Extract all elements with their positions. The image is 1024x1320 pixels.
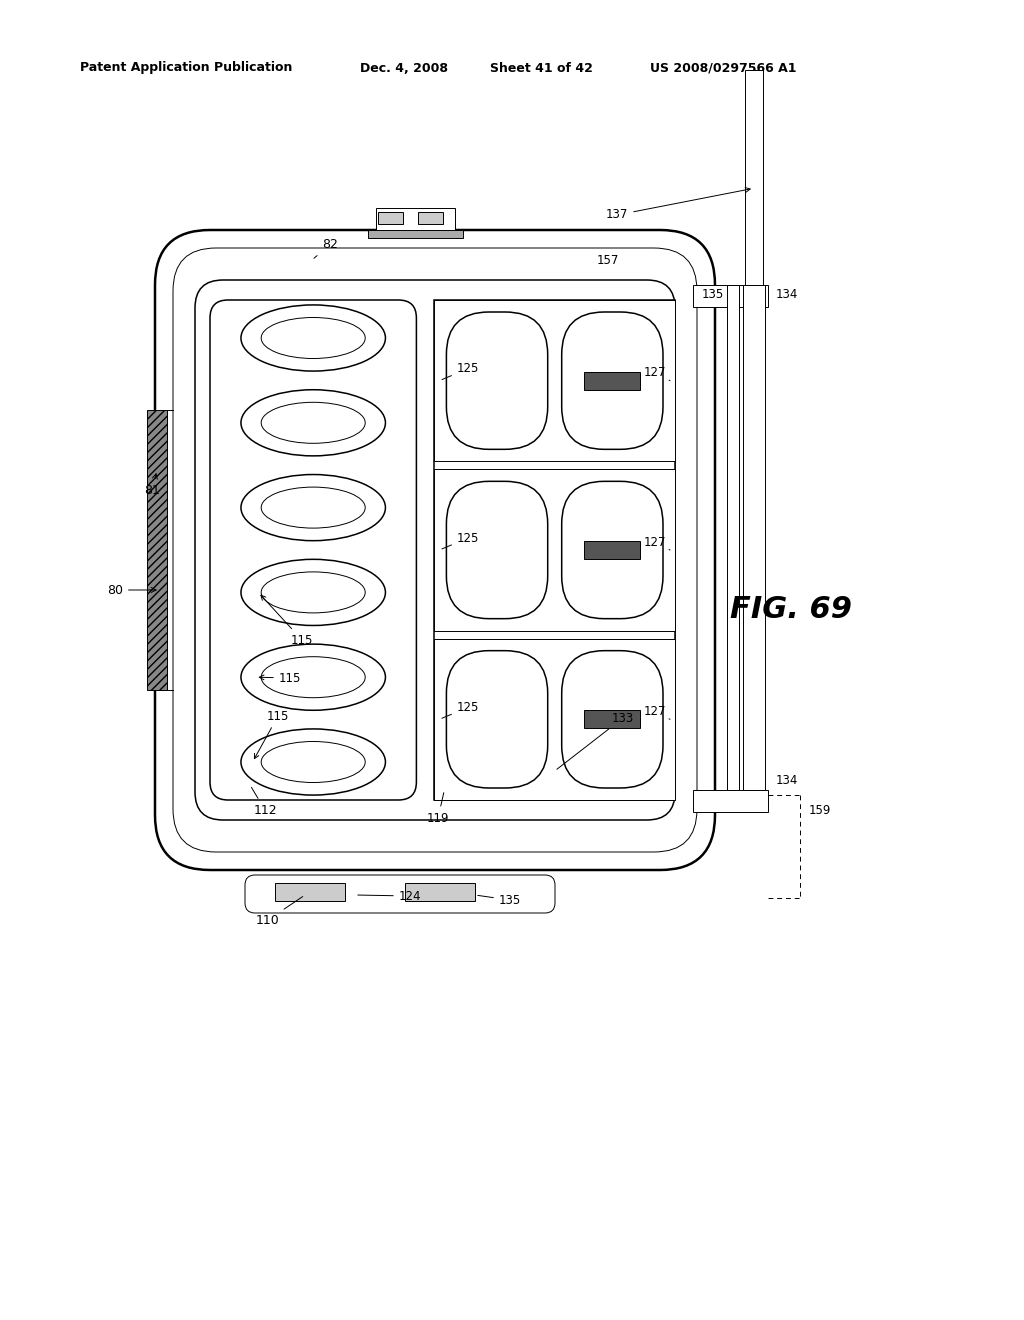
Ellipse shape xyxy=(261,487,366,528)
Bar xyxy=(368,230,463,238)
Ellipse shape xyxy=(241,729,385,795)
FancyBboxPatch shape xyxy=(446,651,548,788)
Bar xyxy=(434,300,675,461)
Bar xyxy=(727,285,739,789)
Bar xyxy=(745,70,763,285)
Text: 134: 134 xyxy=(776,774,798,787)
Bar xyxy=(693,789,768,812)
Text: 134: 134 xyxy=(776,289,798,301)
Text: 125: 125 xyxy=(442,532,479,549)
Bar xyxy=(434,470,675,631)
Text: 80: 80 xyxy=(106,583,156,597)
FancyBboxPatch shape xyxy=(562,312,663,449)
Text: 159: 159 xyxy=(809,804,831,817)
Ellipse shape xyxy=(241,474,385,541)
Text: 127: 127 xyxy=(644,536,670,550)
Text: US 2008/0297566 A1: US 2008/0297566 A1 xyxy=(650,62,797,74)
Text: 124: 124 xyxy=(357,890,421,903)
Bar xyxy=(743,285,765,789)
Text: 125: 125 xyxy=(442,701,479,718)
Text: 135: 135 xyxy=(478,894,521,907)
Text: 115: 115 xyxy=(259,672,301,685)
Bar xyxy=(418,213,442,224)
Text: 125: 125 xyxy=(442,362,479,380)
Text: 115: 115 xyxy=(261,595,313,647)
Text: 115: 115 xyxy=(254,710,289,759)
Bar xyxy=(693,285,768,308)
Text: Dec. 4, 2008: Dec. 4, 2008 xyxy=(360,62,449,74)
Bar xyxy=(147,411,167,690)
Ellipse shape xyxy=(261,318,366,359)
Bar xyxy=(406,883,475,902)
FancyBboxPatch shape xyxy=(562,482,663,619)
Text: 112: 112 xyxy=(252,788,276,817)
FancyBboxPatch shape xyxy=(155,230,715,870)
Ellipse shape xyxy=(241,560,385,626)
FancyBboxPatch shape xyxy=(210,300,417,800)
FancyBboxPatch shape xyxy=(562,651,663,788)
Ellipse shape xyxy=(261,403,366,444)
Text: 82: 82 xyxy=(314,239,338,259)
Ellipse shape xyxy=(241,389,385,455)
Bar xyxy=(585,372,640,389)
Text: FIG. 69: FIG. 69 xyxy=(730,595,852,624)
Bar xyxy=(376,209,455,230)
FancyBboxPatch shape xyxy=(446,482,548,619)
Text: 135: 135 xyxy=(701,289,724,301)
FancyBboxPatch shape xyxy=(195,280,675,820)
Ellipse shape xyxy=(241,305,385,371)
FancyBboxPatch shape xyxy=(245,875,555,913)
Text: 137: 137 xyxy=(606,187,751,222)
Ellipse shape xyxy=(261,742,366,783)
Text: 133: 133 xyxy=(557,711,634,770)
Bar xyxy=(434,639,675,800)
Text: 127: 127 xyxy=(644,366,670,380)
Bar xyxy=(378,213,402,224)
Bar xyxy=(275,883,345,902)
Bar xyxy=(434,300,675,800)
Text: 81: 81 xyxy=(144,474,160,496)
Ellipse shape xyxy=(261,572,366,612)
Text: Patent Application Publication: Patent Application Publication xyxy=(80,62,293,74)
Ellipse shape xyxy=(241,644,385,710)
Text: 119: 119 xyxy=(427,793,450,825)
Bar xyxy=(585,710,640,729)
Ellipse shape xyxy=(261,656,366,698)
Bar xyxy=(585,541,640,558)
Text: 157: 157 xyxy=(597,253,620,267)
Text: 110: 110 xyxy=(256,896,303,927)
Text: 127: 127 xyxy=(644,705,670,719)
FancyBboxPatch shape xyxy=(446,312,548,449)
Text: Sheet 41 of 42: Sheet 41 of 42 xyxy=(490,62,593,74)
